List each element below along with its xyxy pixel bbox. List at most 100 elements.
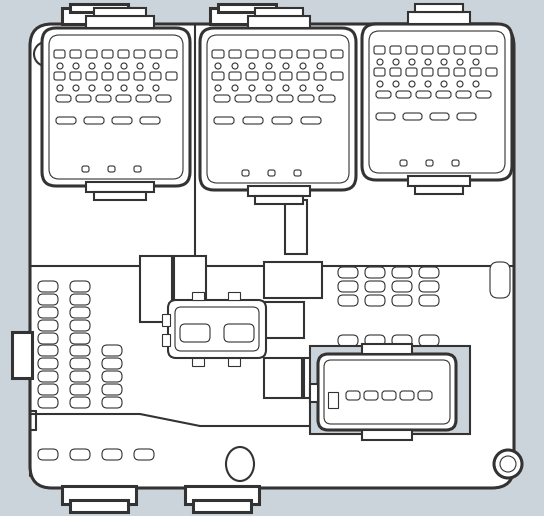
FancyBboxPatch shape — [365, 295, 385, 306]
FancyBboxPatch shape — [134, 50, 145, 58]
Bar — [264, 302, 304, 338]
Bar — [408, 12, 470, 24]
FancyBboxPatch shape — [268, 170, 275, 176]
FancyBboxPatch shape — [102, 358, 122, 369]
FancyBboxPatch shape — [70, 307, 90, 318]
FancyBboxPatch shape — [456, 91, 471, 98]
FancyBboxPatch shape — [256, 95, 272, 102]
FancyBboxPatch shape — [180, 324, 210, 342]
FancyBboxPatch shape — [438, 46, 449, 54]
FancyBboxPatch shape — [272, 117, 292, 124]
FancyBboxPatch shape — [175, 307, 259, 351]
FancyBboxPatch shape — [365, 335, 385, 346]
FancyBboxPatch shape — [102, 371, 122, 382]
Circle shape — [377, 81, 383, 87]
FancyBboxPatch shape — [454, 68, 465, 76]
FancyBboxPatch shape — [277, 95, 293, 102]
Circle shape — [153, 85, 159, 91]
Circle shape — [457, 59, 463, 65]
FancyBboxPatch shape — [263, 72, 275, 80]
Bar — [264, 358, 302, 398]
FancyBboxPatch shape — [102, 72, 113, 80]
FancyBboxPatch shape — [76, 95, 91, 102]
FancyBboxPatch shape — [70, 384, 90, 395]
FancyBboxPatch shape — [319, 95, 335, 102]
Circle shape — [57, 63, 63, 69]
Bar — [362, 430, 412, 440]
FancyBboxPatch shape — [364, 391, 378, 400]
FancyBboxPatch shape — [49, 35, 183, 179]
FancyBboxPatch shape — [392, 267, 412, 278]
FancyBboxPatch shape — [486, 46, 497, 54]
Circle shape — [232, 63, 238, 69]
Bar — [310, 346, 470, 434]
Circle shape — [473, 81, 479, 87]
Circle shape — [105, 85, 111, 91]
FancyBboxPatch shape — [70, 281, 90, 292]
FancyBboxPatch shape — [406, 68, 417, 76]
FancyBboxPatch shape — [70, 358, 90, 369]
FancyBboxPatch shape — [301, 117, 321, 124]
FancyBboxPatch shape — [102, 50, 113, 58]
FancyBboxPatch shape — [70, 50, 81, 58]
Bar — [255, 8, 303, 16]
FancyBboxPatch shape — [436, 91, 451, 98]
FancyBboxPatch shape — [422, 46, 433, 54]
FancyBboxPatch shape — [38, 294, 58, 305]
FancyBboxPatch shape — [470, 46, 481, 54]
FancyBboxPatch shape — [214, 95, 230, 102]
FancyBboxPatch shape — [38, 384, 58, 395]
FancyBboxPatch shape — [382, 391, 396, 400]
Bar — [86, 182, 154, 192]
Bar — [415, 186, 463, 194]
FancyBboxPatch shape — [229, 72, 241, 80]
FancyBboxPatch shape — [242, 170, 249, 176]
Circle shape — [300, 63, 306, 69]
FancyBboxPatch shape — [70, 333, 90, 344]
FancyBboxPatch shape — [392, 335, 412, 346]
Circle shape — [215, 85, 221, 91]
FancyBboxPatch shape — [112, 117, 132, 124]
Circle shape — [57, 85, 63, 91]
Circle shape — [73, 63, 79, 69]
FancyBboxPatch shape — [376, 91, 391, 98]
FancyBboxPatch shape — [38, 281, 58, 292]
Bar — [248, 16, 310, 28]
FancyBboxPatch shape — [86, 72, 97, 80]
FancyBboxPatch shape — [419, 295, 439, 306]
Bar — [218, 4, 276, 12]
FancyBboxPatch shape — [390, 46, 401, 54]
FancyBboxPatch shape — [70, 397, 90, 408]
FancyBboxPatch shape — [280, 50, 292, 58]
Circle shape — [317, 63, 323, 69]
FancyBboxPatch shape — [400, 391, 414, 400]
FancyBboxPatch shape — [338, 349, 358, 360]
FancyBboxPatch shape — [476, 91, 491, 98]
FancyBboxPatch shape — [102, 397, 122, 408]
Bar — [94, 192, 146, 200]
FancyBboxPatch shape — [396, 91, 411, 98]
FancyBboxPatch shape — [392, 281, 412, 292]
Circle shape — [121, 63, 127, 69]
FancyBboxPatch shape — [166, 50, 177, 58]
FancyBboxPatch shape — [470, 68, 481, 76]
Circle shape — [300, 85, 306, 91]
Circle shape — [73, 85, 79, 91]
Circle shape — [137, 63, 143, 69]
FancyBboxPatch shape — [418, 391, 432, 400]
FancyBboxPatch shape — [118, 50, 129, 58]
FancyBboxPatch shape — [243, 117, 263, 124]
FancyBboxPatch shape — [38, 358, 58, 369]
FancyBboxPatch shape — [338, 335, 358, 346]
FancyBboxPatch shape — [331, 72, 343, 80]
Circle shape — [425, 59, 431, 65]
FancyBboxPatch shape — [297, 72, 309, 80]
Bar — [162, 334, 170, 346]
Bar — [310, 384, 318, 402]
FancyBboxPatch shape — [365, 349, 385, 360]
FancyBboxPatch shape — [38, 345, 58, 356]
Circle shape — [425, 81, 431, 87]
Circle shape — [137, 85, 143, 91]
Circle shape — [317, 85, 323, 91]
FancyBboxPatch shape — [392, 363, 412, 374]
